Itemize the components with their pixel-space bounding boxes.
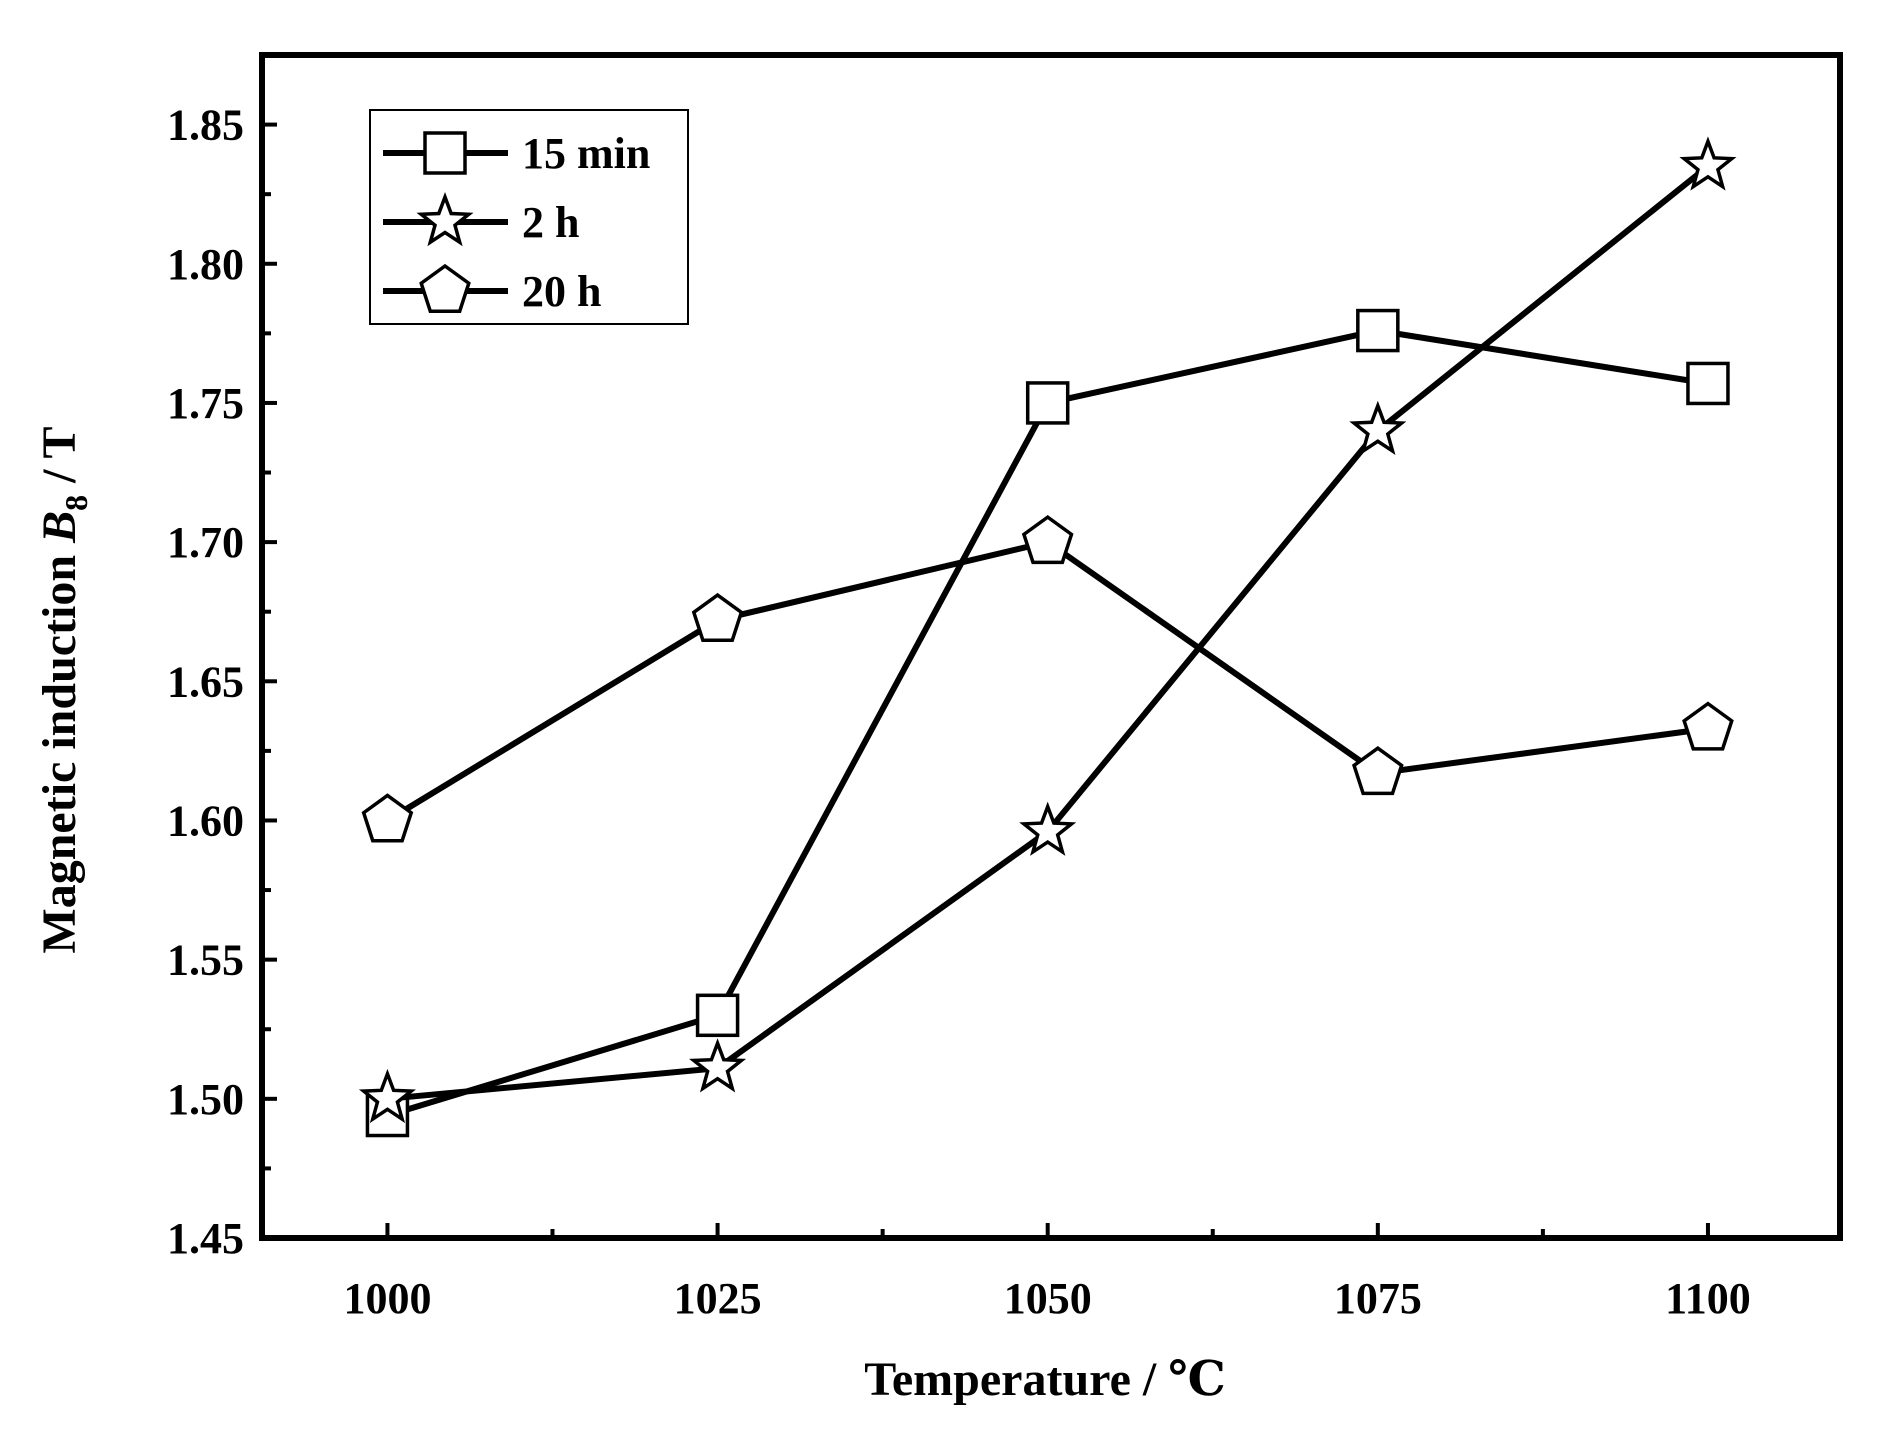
- x-tick-label: 1075: [1334, 1274, 1422, 1323]
- y-tick-label: 1.70: [167, 518, 244, 567]
- data-point-20h-pentagon: [1351, 745, 1404, 796]
- y-tick-label: 1.85: [167, 101, 244, 150]
- y-axis-title-main: Magnetic induction: [33, 543, 86, 954]
- legend-label: 15 min: [522, 129, 650, 178]
- data-point-15min-square: [1686, 361, 1730, 406]
- legend-marker-square-icon: [423, 131, 467, 175]
- y-tick-label: 1.75: [167, 379, 244, 428]
- series-line-20h: [385, 538, 1709, 824]
- data-point-2h-star: [1019, 801, 1077, 856]
- data-point-20h-pentagon: [1021, 514, 1074, 565]
- data-point-20h-pentagon: [691, 592, 744, 643]
- y-tick-label: 1.60: [167, 796, 244, 845]
- y-tick-label: 1.55: [167, 936, 244, 985]
- y-axis-title: Magnetic induction B8 / T: [33, 426, 94, 953]
- data-point-15min-square: [695, 993, 740, 1038]
- plot-frame: [259, 52, 1843, 1241]
- data-point-2h-star: [689, 1038, 747, 1093]
- legend: 15 min 2 h 20 h: [369, 109, 689, 325]
- data-point-20h-pentagon: [361, 793, 414, 843]
- x-tick-label: 1100: [1665, 1274, 1751, 1323]
- plot-area: [259, 52, 1843, 1241]
- data-point-2h-star: [1679, 136, 1737, 191]
- data-point-2h-star: [358, 1068, 416, 1124]
- series-layer: [358, 136, 1737, 1138]
- y-tick-label: 1.65: [167, 657, 244, 706]
- series-line-15min: [386, 327, 1709, 1119]
- y-tick-label: 1.50: [167, 1075, 244, 1124]
- data-point-2h-star: [1349, 400, 1407, 456]
- legend-marker-star-icon: [416, 192, 474, 247]
- series-15min: [365, 308, 1730, 1138]
- data-point-15min-square: [1356, 308, 1400, 353]
- x-axis-title: Temperature / ℃: [864, 1353, 1225, 1406]
- y-axis-title-unit: / T: [33, 426, 86, 494]
- y-axis-title-variable: B: [33, 511, 86, 544]
- legend-marker-pentagon-icon: [419, 263, 471, 313]
- legend-label: 20 h: [522, 267, 601, 316]
- legend-item-15min: 15 min: [383, 129, 650, 178]
- series-20h: [361, 514, 1734, 843]
- x-tick-label: 1000: [343, 1274, 431, 1323]
- legend-item-20h: 20 h: [383, 263, 601, 316]
- axes-layer: 1.45 1.50 1.55 1.60 1.65 1.70 1.75 1.80 1.85 1000…: [167, 101, 1751, 1323]
- legend-item-2h: 2 h: [383, 192, 579, 247]
- legend-label: 2 h: [522, 198, 579, 247]
- x-tick-label: 1025: [674, 1274, 762, 1323]
- data-point-15min-square: [1025, 381, 1070, 425]
- y-tick-label: 1.45: [167, 1214, 244, 1263]
- data-point-20h-pentagon: [1682, 701, 1734, 751]
- series-2h: [358, 136, 1737, 1124]
- x-tick-label: 1050: [1004, 1274, 1092, 1323]
- y-tick-label: 1.80: [167, 240, 244, 289]
- y-axis-title-subscript: 8: [58, 495, 94, 511]
